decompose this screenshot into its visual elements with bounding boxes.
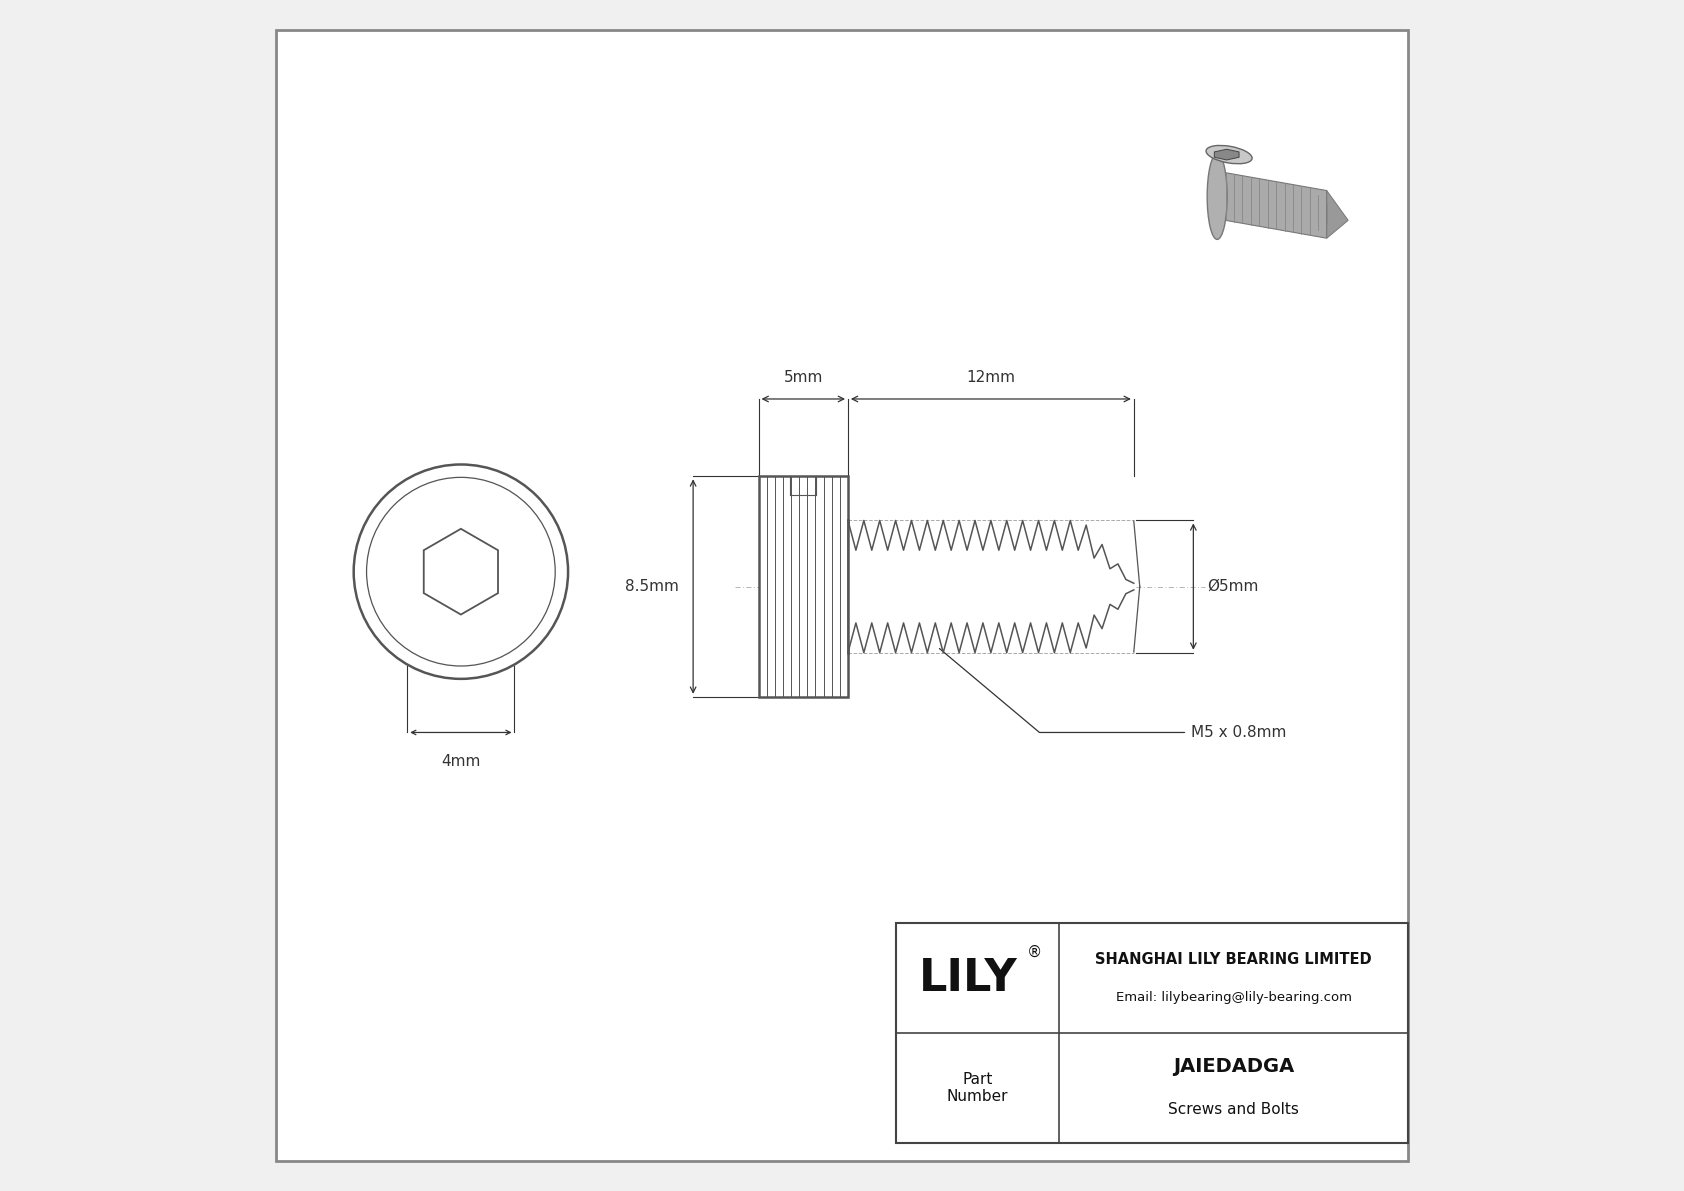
Text: Email: lilybearing@lily-bearing.com: Email: lilybearing@lily-bearing.com <box>1115 991 1352 1004</box>
Text: ®: ® <box>1027 944 1042 960</box>
Text: Part
Number: Part Number <box>946 1072 1009 1104</box>
Bar <box>896 923 1408 1143</box>
Text: 4mm: 4mm <box>441 754 480 769</box>
Ellipse shape <box>1207 154 1228 239</box>
Text: Screws and Bolts: Screws and Bolts <box>1169 1102 1298 1117</box>
Ellipse shape <box>1206 145 1253 163</box>
Circle shape <box>354 464 568 679</box>
Text: 8.5mm: 8.5mm <box>625 579 679 594</box>
Polygon shape <box>424 529 498 615</box>
Polygon shape <box>1226 173 1327 238</box>
Circle shape <box>367 478 556 666</box>
Text: M5 x 0.8mm: M5 x 0.8mm <box>1191 725 1287 740</box>
Text: LILY: LILY <box>919 956 1017 999</box>
Text: Ø5mm: Ø5mm <box>1207 579 1260 594</box>
Bar <box>758 476 849 697</box>
Polygon shape <box>1214 149 1239 160</box>
Polygon shape <box>1327 191 1349 238</box>
Text: 5mm: 5mm <box>783 369 823 385</box>
Text: JAIEDADGA: JAIEDADGA <box>1174 1058 1295 1077</box>
Text: SHANGHAI LILY BEARING LIMITED: SHANGHAI LILY BEARING LIMITED <box>1095 952 1372 967</box>
Polygon shape <box>849 520 1133 653</box>
Text: 12mm: 12mm <box>967 369 1015 385</box>
